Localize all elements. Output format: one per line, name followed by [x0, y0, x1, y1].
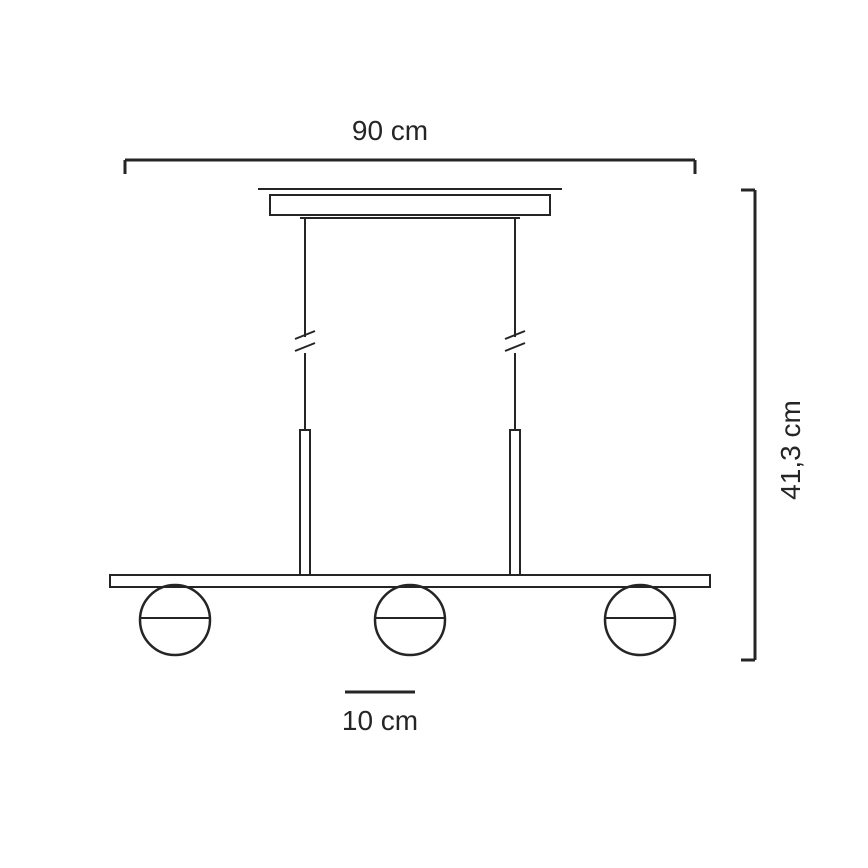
- dim-width-label: 90 cm: [352, 115, 428, 146]
- sphere: [605, 585, 675, 655]
- spheres: [140, 585, 675, 655]
- wire-right: [505, 218, 525, 575]
- sphere: [140, 585, 210, 655]
- dim-sphere: 10 cm: [342, 692, 418, 736]
- ceiling-plate: [258, 189, 562, 218]
- wire-left: [295, 218, 315, 575]
- dim-sphere-label: 10 cm: [342, 705, 418, 736]
- dim-width: 90 cm: [125, 115, 695, 174]
- dim-height: 41,3 cm: [741, 190, 806, 660]
- sphere: [375, 585, 445, 655]
- dimension-diagram: 90 cm 41,3 cm 10 cm: [0, 0, 868, 868]
- dim-height-label: 41,3 cm: [775, 400, 806, 500]
